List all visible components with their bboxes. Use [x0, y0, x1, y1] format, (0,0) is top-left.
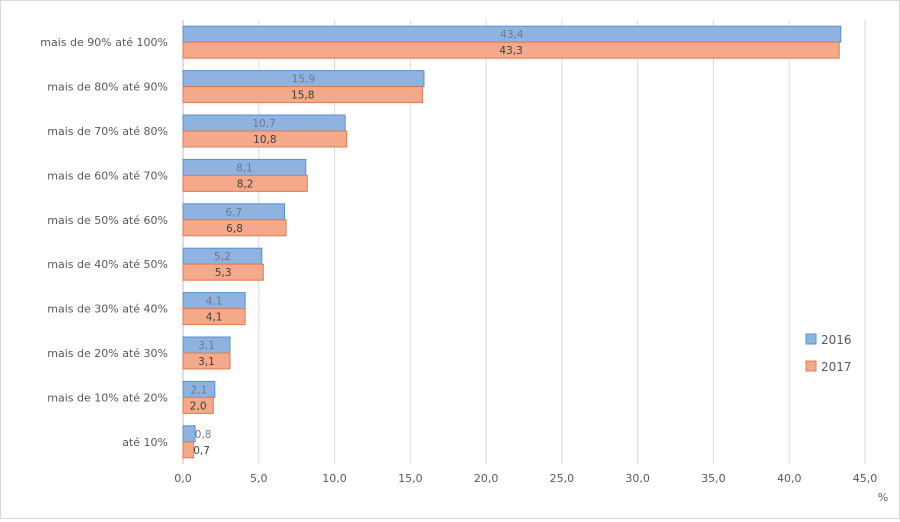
bar-2017	[182, 41, 840, 59]
data-label-2016: 3,1	[198, 340, 215, 352]
category-label: mais de 20% até 30%	[47, 347, 168, 360]
x-tick-label: 15,0	[398, 472, 423, 485]
data-label-2017: 43,3	[499, 45, 522, 57]
x-tick-label: 10,0	[322, 472, 347, 485]
data-label-2017: 4,1	[206, 312, 223, 324]
bar-2017	[182, 396, 214, 414]
legend: 2016 2017	[805, 333, 852, 374]
data-label-2017: 2,0	[190, 400, 207, 412]
data-label-2017: 15,8	[291, 90, 314, 102]
bar-2017	[182, 219, 287, 237]
legend-label-2017: 2017	[821, 360, 852, 374]
x-tick-label: 20,0	[474, 472, 499, 485]
x-tick-label: 0,0	[174, 472, 192, 485]
legend-label-2016: 2016	[821, 333, 852, 347]
data-labels: 43,4 43,3 15,9 15,8 10,7 10,8 8,1 8,2 6,7 6,8 5,2 5…	[190, 29, 524, 457]
category-label: mais de 70% até 80%	[47, 125, 168, 138]
bar-2017	[182, 130, 348, 148]
data-label-2016: 15,9	[292, 74, 315, 86]
x-tick-label: 30,0	[625, 472, 650, 485]
category-label: mais de 80% até 90%	[47, 81, 168, 94]
category-label: mais de 40% até 50%	[47, 258, 168, 271]
bar-2017	[182, 174, 308, 192]
data-label-2016: 0,8	[195, 429, 212, 441]
x-tick-label: 25,0	[550, 472, 575, 485]
data-label-2017: 6,8	[226, 223, 243, 235]
data-label-2016: 10,7	[252, 118, 275, 130]
bar-2017	[182, 308, 246, 326]
data-label-2016: 2,1	[191, 384, 208, 396]
x-axis-unit: %	[878, 491, 888, 504]
x-tick-label: 5,0	[250, 472, 268, 485]
data-label-2017: 5,3	[215, 267, 232, 279]
category-label: mais de 50% até 60%	[47, 214, 168, 227]
x-tick-label: 40,0	[777, 472, 802, 485]
data-label-2017: 0,7	[193, 445, 210, 457]
category-label: mais de 30% até 40%	[47, 303, 168, 316]
data-label-2017: 8,2	[237, 178, 254, 190]
bar-2017	[182, 86, 423, 104]
data-label-2016: 6,7	[225, 207, 242, 219]
bar-2017	[182, 263, 264, 281]
x-tick-labels: 0,0 5,0 10,0 15,0 20,0 25,0 30,0 35,0 40,0 45,0	[174, 472, 877, 485]
legend-swatch-2016	[805, 333, 817, 345]
x-tick-label: 35,0	[701, 472, 726, 485]
data-label-2016: 4,1	[206, 296, 223, 308]
bar-2017	[182, 441, 195, 459]
data-label-2016: 8,1	[236, 162, 253, 174]
data-label-2016: 5,2	[214, 251, 231, 263]
category-label: mais de 90% até 100%	[40, 36, 168, 49]
x-tick-label: 45,0	[853, 472, 878, 485]
legend-swatch-2017	[805, 360, 817, 372]
category-label: mais de 10% até 20%	[47, 391, 168, 404]
bar-2016	[182, 425, 196, 443]
data-label-2016: 43,4	[500, 29, 524, 41]
category-labels: mais de 90% até 100% mais de 80% até 90% m…	[40, 36, 168, 449]
data-label-2017: 3,1	[198, 356, 215, 368]
bars	[182, 25, 842, 459]
bar-2017	[182, 352, 231, 370]
category-label: até 10%	[122, 436, 168, 449]
category-label: mais de 60% até 70%	[47, 169, 168, 182]
data-label-2017: 10,8	[253, 134, 276, 146]
